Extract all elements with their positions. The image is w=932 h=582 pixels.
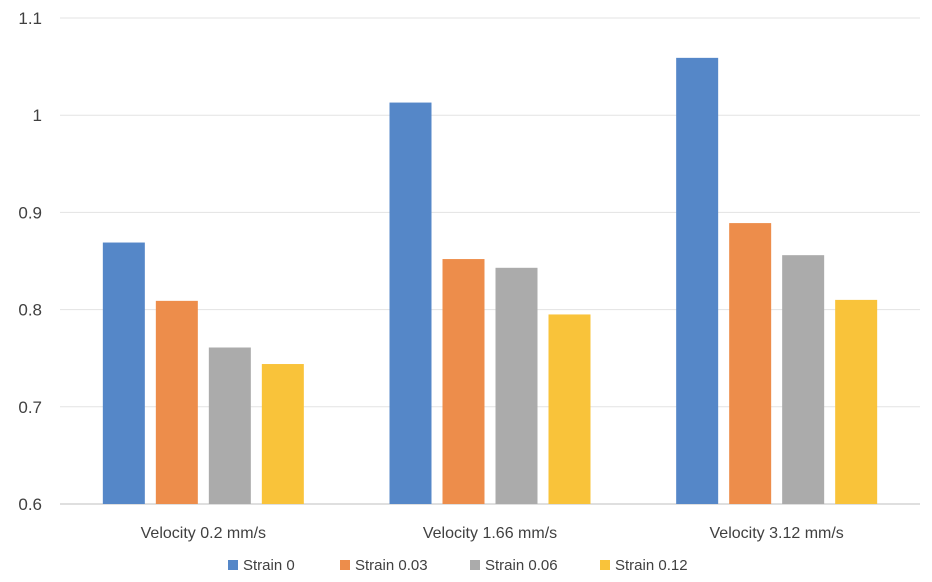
legend-swatch — [470, 560, 480, 570]
legend-label: Strain 0 — [243, 557, 295, 574]
gridlines — [60, 17, 920, 505]
bar — [495, 267, 538, 504]
bar — [676, 57, 719, 505]
y-tick-label: 0.6 — [18, 495, 42, 514]
category-label: Velocity 3.12 mm/s — [710, 525, 844, 542]
category-label: Velocity 0.2 mm/s — [141, 525, 266, 542]
bar — [548, 314, 591, 504]
legend-item: Strain 0.03 — [340, 557, 428, 574]
legend-item: Strain 0.12 — [600, 557, 688, 574]
bar — [102, 242, 145, 505]
bars — [102, 57, 878, 505]
legend-swatch — [228, 560, 238, 570]
category-label: Velocity 1.66 mm/s — [423, 525, 557, 542]
legend-item: Strain 0 — [228, 557, 295, 574]
bar — [782, 255, 825, 504]
category-labels: Velocity 0.2 mm/s Velocity 1.66 mm/s Veloc… — [141, 525, 844, 542]
legend-label: Strain 0.06 — [485, 557, 558, 574]
bar — [155, 300, 198, 504]
y-tick-label: 1 — [33, 106, 42, 125]
y-axis-tick-labels: 0.6 0.7 0.8 0.9 1 1.1 — [18, 9, 42, 514]
legend-label: Strain 0.03 — [355, 557, 428, 574]
y-tick-label: 0.8 — [18, 301, 42, 320]
y-tick-label: 1.1 — [18, 9, 42, 28]
bar — [208, 347, 251, 504]
bar — [729, 223, 772, 505]
legend-swatch — [600, 560, 610, 570]
legend-item: Strain 0.06 — [470, 557, 558, 574]
bar — [835, 299, 878, 504]
y-tick-label: 0.9 — [18, 203, 42, 222]
legend: Strain 0 Strain 0.03 Strain 0.06 Strain 0.1… — [228, 557, 688, 574]
bar — [261, 364, 304, 504]
legend-swatch — [340, 560, 350, 570]
legend-label: Strain 0.12 — [615, 557, 688, 574]
bar — [442, 259, 485, 504]
bar — [389, 102, 432, 505]
y-tick-label: 0.7 — [18, 398, 42, 417]
